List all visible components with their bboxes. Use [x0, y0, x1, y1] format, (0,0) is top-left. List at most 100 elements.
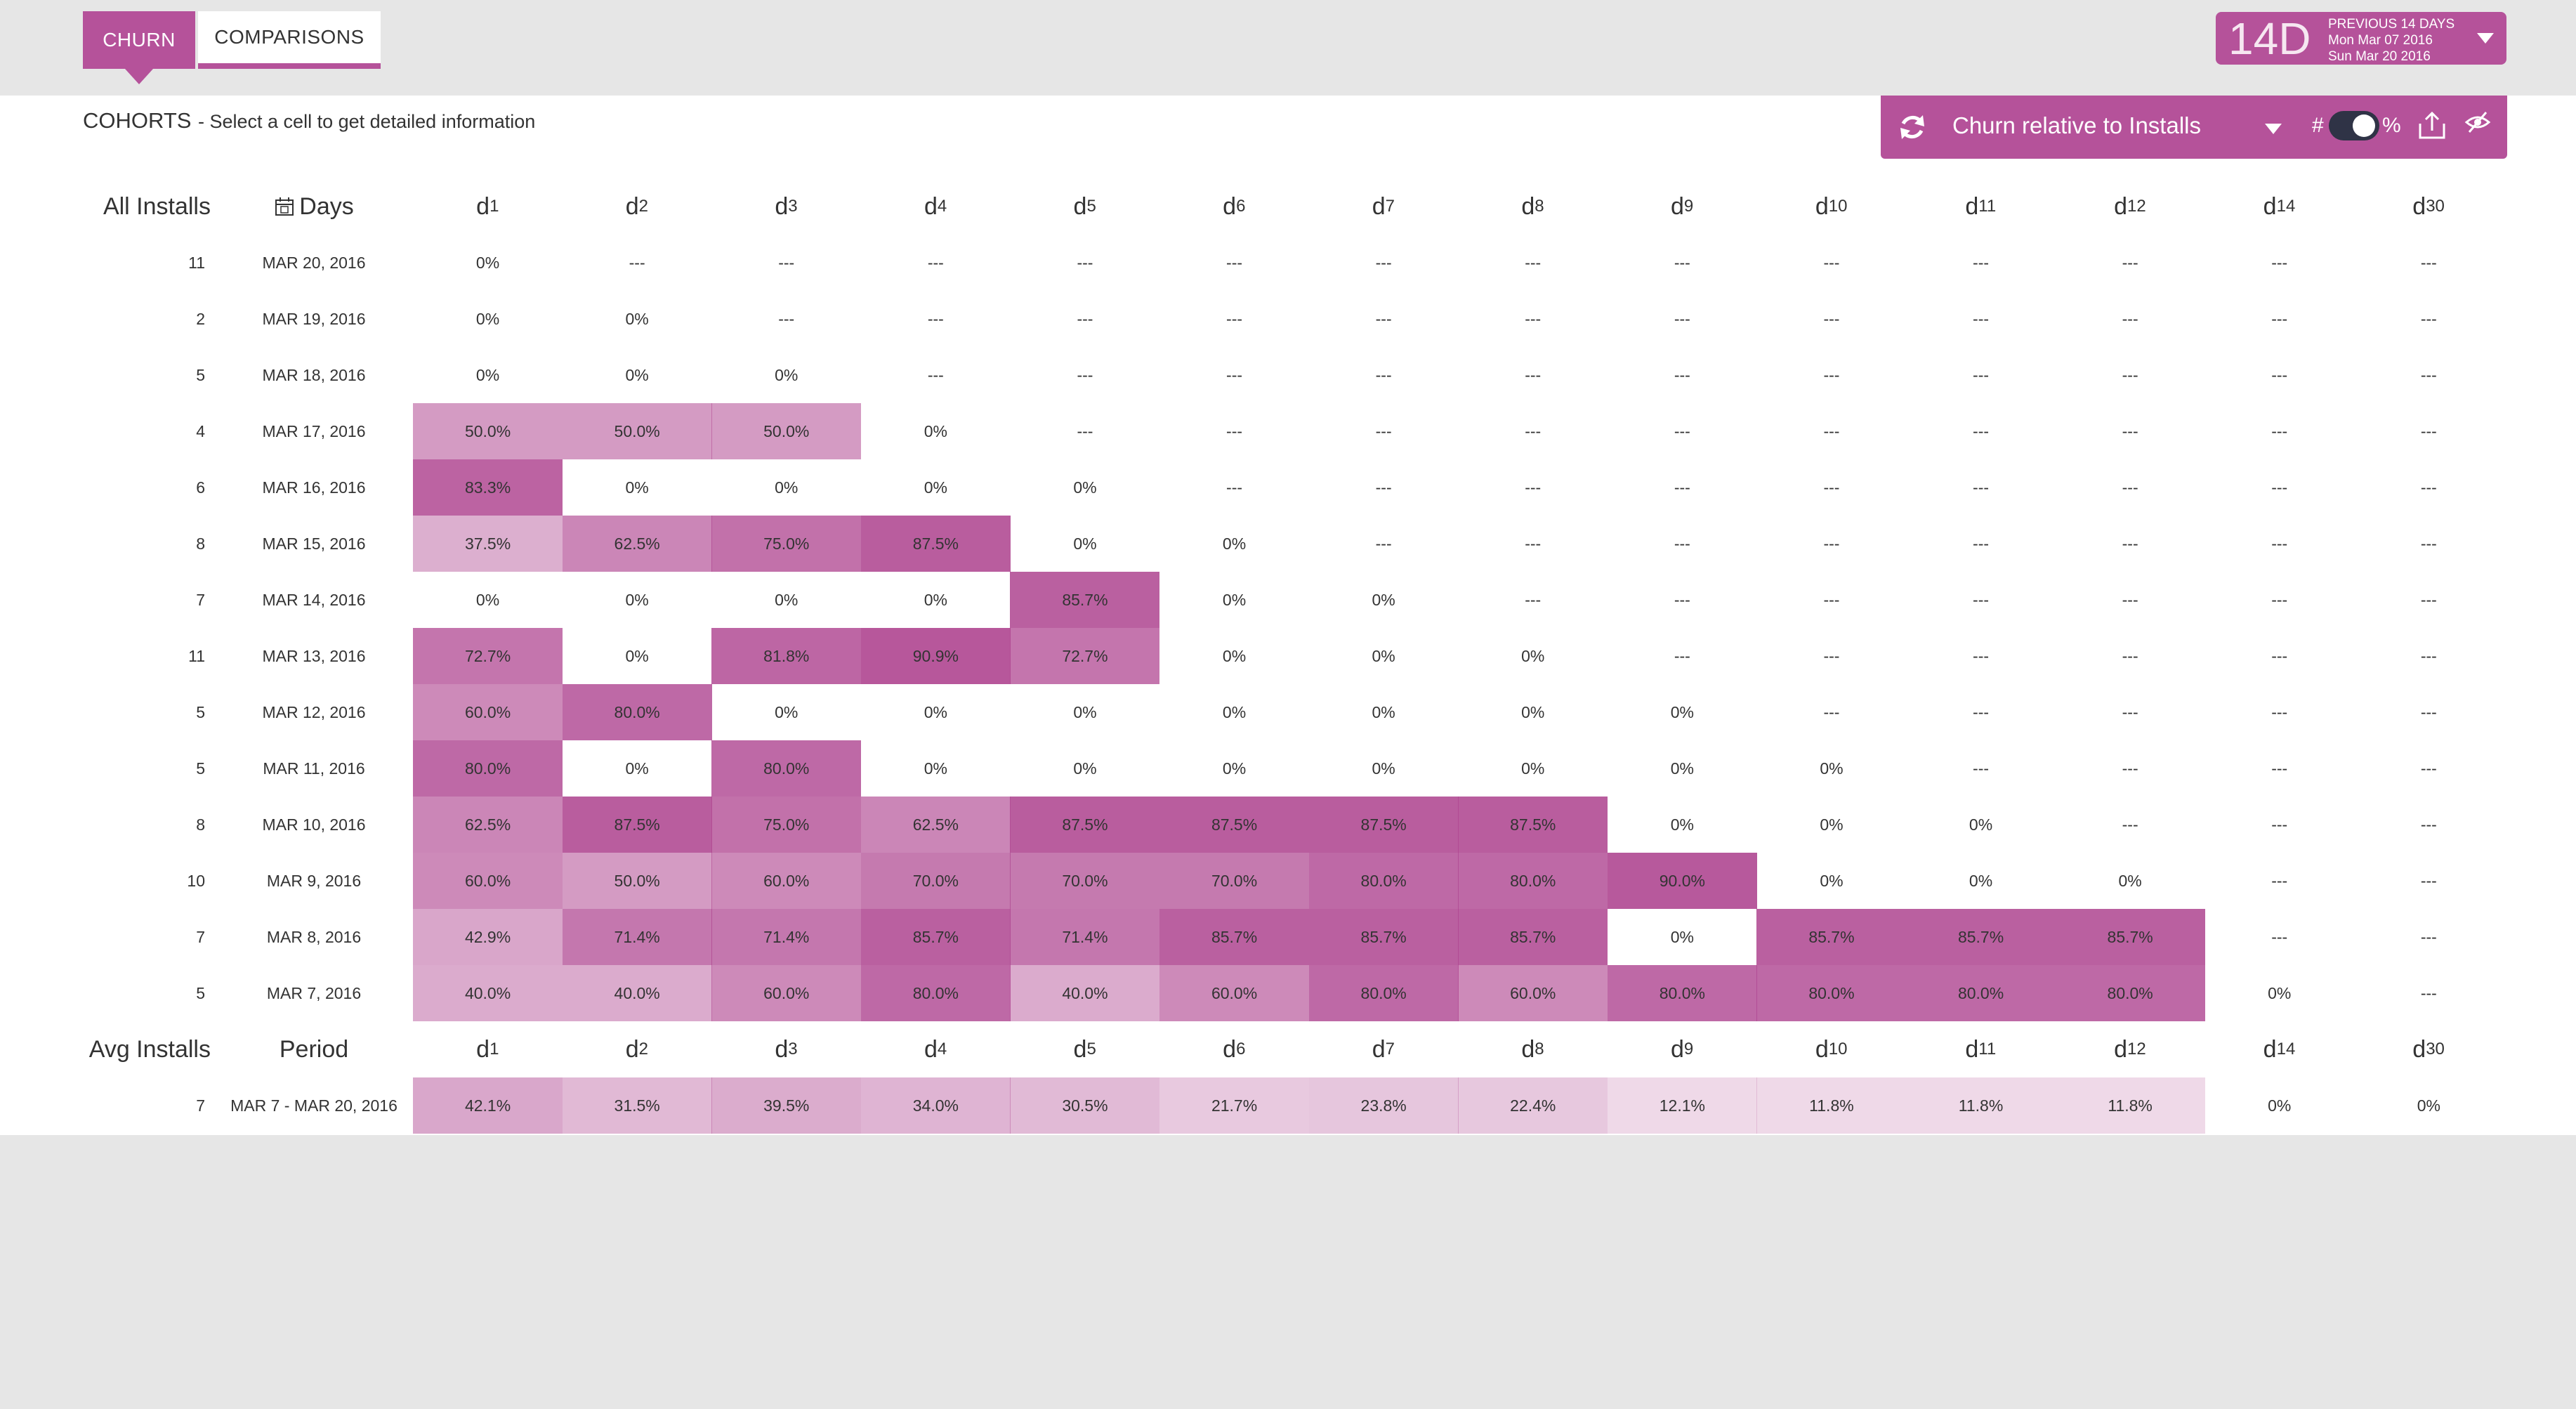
cohort-cell[interactable]: --- [2122, 421, 2138, 440]
cohort-cell[interactable]: 0% [475, 309, 500, 328]
cohort-cell[interactable]: 0% [775, 478, 799, 497]
cohort-cell[interactable]: 0% [1073, 702, 1097, 721]
cohort-cell[interactable]: 0% [1820, 815, 1844, 834]
cohort-cell[interactable]: 22.4% [1458, 1077, 1608, 1134]
cohort-cell[interactable]: --- [778, 309, 795, 328]
cohort-cell[interactable]: 87.5% [1010, 797, 1160, 853]
cohort-cell[interactable]: --- [2420, 590, 2437, 609]
cohort-cell[interactable]: 60.0% [711, 965, 862, 1021]
cohort-cell[interactable]: 0% [924, 421, 947, 440]
cohort-cell[interactable]: 60.0% [413, 853, 563, 909]
cohort-cell[interactable]: 50.0% [562, 853, 712, 909]
cohort-cell[interactable]: 60.0% [711, 853, 862, 909]
cohort-cell[interactable]: --- [1226, 309, 1243, 328]
cohort-cell[interactable]: 80.0% [413, 740, 563, 797]
cohort-cell[interactable]: 90.0% [1607, 853, 1757, 909]
cohort-cell[interactable]: 0% [1820, 759, 1844, 778]
cohort-cell[interactable]: 90.9% [860, 628, 1011, 684]
cohort-cell[interactable]: --- [1674, 534, 1690, 553]
cohort-cell[interactable]: 72.7% [1010, 628, 1160, 684]
cohort-cell[interactable]: --- [1973, 365, 1990, 384]
cohort-cell[interactable]: --- [1375, 421, 1392, 440]
cohort-cell[interactable]: 80.0% [1756, 965, 1907, 1021]
cohort-cell[interactable]: --- [2271, 590, 2288, 609]
cohort-cell[interactable]: --- [2122, 702, 2138, 721]
cohort-cell[interactable]: --- [2271, 759, 2288, 778]
cohort-cell[interactable]: --- [1525, 309, 1542, 328]
cohort-cell[interactable]: --- [1077, 365, 1093, 384]
cohort-cell[interactable]: --- [1674, 365, 1690, 384]
cohort-cell[interactable]: --- [927, 309, 944, 328]
cohort-cell[interactable]: --- [1674, 309, 1690, 328]
cohort-cell[interactable]: --- [1973, 421, 1990, 440]
date-range-selector[interactable]: 14D PREVIOUS 14 DAYS Mon Mar 07 2016 Sun… [2216, 12, 2506, 65]
cohort-cell[interactable]: --- [1525, 253, 1542, 272]
cohort-cell[interactable]: --- [1375, 309, 1392, 328]
cohort-cell[interactable]: --- [2122, 365, 2138, 384]
cohort-cell[interactable]: 50.0% [711, 403, 862, 459]
cohort-cell[interactable]: 80.0% [1308, 853, 1459, 909]
cohort-cell[interactable]: 0% [2118, 871, 2142, 890]
cohort-cell[interactable]: 80.0% [1308, 965, 1459, 1021]
cohort-cell[interactable]: --- [1077, 309, 1093, 328]
cohort-cell[interactable]: --- [1226, 421, 1243, 440]
cohort-cell[interactable]: 0% [1073, 759, 1097, 778]
cohort-cell[interactable]: 71.4% [562, 909, 712, 965]
cohort-cell[interactable]: --- [1823, 478, 1840, 497]
cohort-cell[interactable]: 80.0% [860, 965, 1011, 1021]
cohort-cell[interactable]: 87.5% [1308, 797, 1459, 853]
cohort-cell[interactable]: 34.0% [860, 1077, 1011, 1134]
cohort-cell[interactable]: 0% [1073, 478, 1097, 497]
cohort-cell[interactable]: --- [629, 253, 645, 272]
cohort-cell[interactable]: --- [2420, 815, 2437, 834]
cohort-cell[interactable]: --- [2122, 759, 2138, 778]
cohort-cell[interactable]: 12.1% [1607, 1077, 1757, 1134]
cohort-cell[interactable]: 0% [475, 365, 500, 384]
cohort-cell[interactable]: --- [2122, 253, 2138, 272]
cohort-cell[interactable]: 0% [775, 365, 799, 384]
cohort-cell[interactable]: --- [1525, 534, 1542, 553]
cohort-cell[interactable]: --- [1525, 590, 1542, 609]
cohort-cell[interactable]: --- [1674, 590, 1690, 609]
cohort-cell[interactable]: 85.7% [1010, 572, 1160, 628]
cohort-cell[interactable]: --- [2420, 534, 2437, 553]
cohort-cell[interactable]: 0% [1521, 646, 1545, 665]
cohort-cell[interactable]: --- [2271, 309, 2288, 328]
cohort-cell[interactable]: --- [1973, 646, 1990, 665]
cohort-cell[interactable]: --- [1375, 253, 1392, 272]
visibility-icon[interactable] [2464, 108, 2492, 136]
cohort-cell[interactable]: --- [1823, 534, 1840, 553]
cohort-cell[interactable]: --- [1077, 253, 1093, 272]
cohort-cell[interactable]: 85.7% [1458, 909, 1608, 965]
cohort-cell[interactable]: --- [2122, 534, 2138, 553]
cohort-cell[interactable]: 30.5% [1010, 1077, 1160, 1134]
cohort-cell[interactable]: --- [778, 253, 795, 272]
cohort-cell[interactable]: 0% [1073, 534, 1097, 553]
cohort-cell[interactable]: 0% [475, 253, 500, 272]
cohort-cell[interactable]: 85.7% [1308, 909, 1459, 965]
cohort-cell[interactable]: 21.7% [1159, 1077, 1310, 1134]
cohort-cell[interactable]: 87.5% [562, 797, 712, 853]
cohort-cell[interactable]: --- [1375, 534, 1392, 553]
cohort-cell[interactable]: 85.7% [1906, 909, 2056, 965]
cohort-cell[interactable]: --- [2271, 478, 2288, 497]
cohort-cell[interactable]: --- [1973, 759, 1990, 778]
cohort-cell[interactable]: --- [1525, 478, 1542, 497]
cohort-cell[interactable]: 71.4% [711, 909, 862, 965]
cohort-cell[interactable]: --- [1674, 253, 1690, 272]
cohort-cell[interactable]: --- [2420, 759, 2437, 778]
cohort-cell[interactable]: --- [1823, 590, 1840, 609]
cohort-cell[interactable]: 0% [1670, 702, 1694, 721]
cohort-cell[interactable]: 42.1% [413, 1077, 563, 1134]
cohort-cell[interactable]: --- [2271, 421, 2288, 440]
cohort-cell[interactable]: 80.0% [711, 740, 862, 797]
cohort-cell[interactable]: --- [1674, 646, 1690, 665]
cohort-cell[interactable]: 70.0% [860, 853, 1011, 909]
cohort-cell[interactable]: 87.5% [1159, 797, 1310, 853]
cohort-cell[interactable]: --- [2420, 253, 2437, 272]
cohort-cell[interactable]: 75.0% [711, 516, 862, 572]
cohort-cell[interactable]: 0% [924, 590, 947, 609]
cohort-cell[interactable]: 37.5% [413, 516, 563, 572]
cohort-cell[interactable]: --- [2271, 253, 2288, 272]
cohort-cell[interactable]: 0% [2268, 1096, 2292, 1115]
